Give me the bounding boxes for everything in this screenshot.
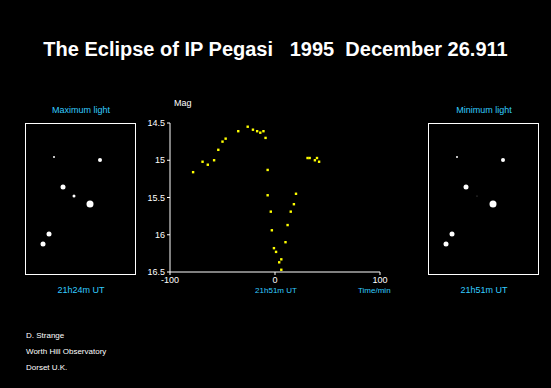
html-text:Worth Hill Observatory: Worth Hill Observatory [26,347,107,356]
html-text:Time/min: Time/min [358,286,391,295]
svg-text:100: 100 [372,275,387,285]
html-text:21h51m UT: 21h51m UT [255,286,297,295]
html-text:D. Strange: D. Strange [26,331,65,340]
svg-text:15: 15 [155,155,165,165]
svg-text:14.5: 14.5 [147,118,165,128]
svg-text:-100: -100 [161,275,179,286]
html-text:Mag: Mag [174,98,192,108]
html-text:21h51m UT: 21h51m UT [460,285,508,295]
html-text:Dorset U.K.: Dorset U.K. [26,363,68,372]
svg-text:16: 16 [155,230,165,240]
html-text:The Eclipse of IP Pegasi 1995: The Eclipse of IP Pegasi 1995 December 2… [43,38,508,60]
html-text:21h24m UT: 21h24m UT [57,285,105,295]
svg-text:16.5: 16.5 [147,267,165,277]
html-text:Minimum light: Minimum light [456,105,512,115]
svg-text:15.5: 15.5 [147,193,165,203]
svg-text:0: 0 [272,275,277,285]
html-text:Maximum light: Maximum light [52,105,110,115]
